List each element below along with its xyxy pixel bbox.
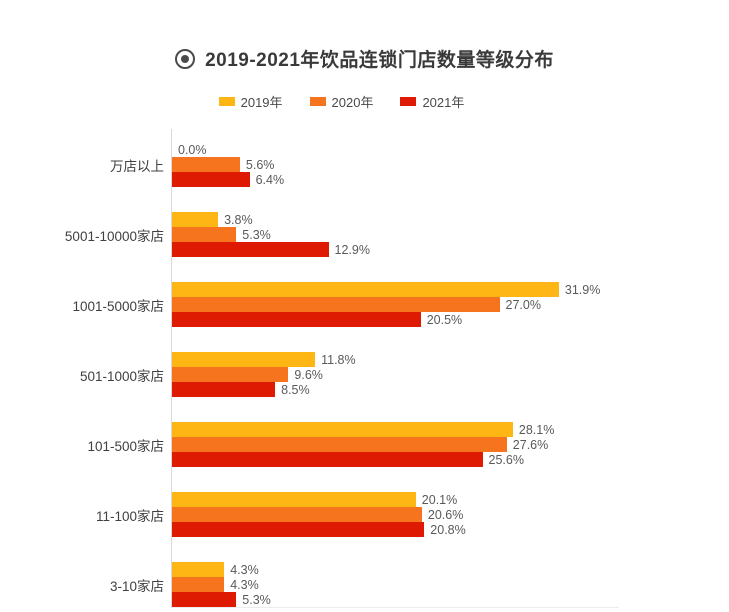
bar-2021年 bbox=[172, 312, 421, 327]
value-label: 5.6% bbox=[245, 157, 275, 172]
bar-row: 27.0% bbox=[172, 297, 619, 312]
legend-item-2019年[interactable]: 2019年 bbox=[218, 92, 283, 111]
bar-2020年 bbox=[172, 437, 507, 452]
plot-area: 0.0% 5.6% 6.4% 3.8% 5.3% 12.9% 31.9% 27.0% 20.5%… bbox=[171, 129, 619, 608]
bar-2021年 bbox=[172, 172, 250, 187]
bar-2019年 bbox=[172, 352, 316, 367]
bar-row: 9.6% bbox=[172, 367, 619, 382]
legend-swatch-icon bbox=[400, 97, 417, 106]
bar-group: 20.1% 20.6% 20.8% bbox=[172, 492, 619, 537]
bar-row: 20.1% bbox=[172, 492, 619, 507]
category-label: 3-10家店 bbox=[109, 578, 164, 594]
bar-group: 4.3% 4.3% 5.3% bbox=[172, 562, 619, 607]
value-label: 28.1% bbox=[518, 422, 555, 437]
bar-group: 3.8% 5.3% 12.9% bbox=[172, 212, 619, 257]
bar-row: 3.8% bbox=[172, 212, 619, 227]
bar-row: 20.8% bbox=[172, 522, 619, 537]
value-label: 20.1% bbox=[421, 492, 458, 507]
bar-row: 25.6% bbox=[172, 452, 619, 467]
legend-label: 2021年 bbox=[422, 95, 465, 110]
chart-title: 2019-2021年饮品连锁门店数量等级分布 bbox=[205, 50, 554, 71]
bar-row: 11.8% bbox=[172, 352, 619, 367]
category-axis: 万店以上 5001-10000家店 1001-5000家店 501-1000家店 101… bbox=[8, 129, 171, 608]
legend-label: 2020年 bbox=[331, 95, 374, 110]
chart-legend: 2019年 2020年 2021年 bbox=[0, 92, 706, 111]
bar-2021年 bbox=[172, 452, 483, 467]
bar-row: 27.6% bbox=[172, 437, 619, 452]
bar-row: 4.3% bbox=[172, 562, 619, 577]
bar-row: 5.6% bbox=[172, 157, 619, 172]
bar-2019年 bbox=[172, 212, 219, 227]
bar-2021年 bbox=[172, 242, 329, 257]
value-label: 8.5% bbox=[281, 382, 310, 397]
bar-row: 0.0% bbox=[172, 142, 619, 157]
category-label: 101-500家店 bbox=[87, 438, 164, 454]
category-label: 501-1000家店 bbox=[79, 368, 164, 384]
legend-label: 2019年 bbox=[240, 95, 283, 110]
value-label: 20.5% bbox=[426, 312, 463, 327]
category-label: 5001-10000家店 bbox=[64, 228, 164, 244]
category-label: 1001-5000家店 bbox=[72, 298, 164, 314]
bar-2020年 bbox=[172, 507, 422, 522]
value-label: 27.6% bbox=[512, 437, 549, 452]
bar-chart: 万店以上 5001-10000家店 1001-5000家店 501-1000家店 101… bbox=[8, 129, 729, 608]
bar-2020年 bbox=[172, 577, 225, 592]
bar-row: 12.9% bbox=[172, 242, 619, 257]
value-label: 3.8% bbox=[224, 212, 253, 227]
category-label: 万店以上 bbox=[110, 158, 164, 174]
legend-item-2021年[interactable]: 2021年 bbox=[400, 92, 464, 111]
target-icon bbox=[175, 48, 196, 69]
bar-group: 11.8% 9.6% 8.5% bbox=[172, 352, 619, 397]
value-label: 0.0% bbox=[178, 142, 207, 157]
bar-2020年 bbox=[172, 297, 500, 312]
value-label: 20.6% bbox=[427, 507, 464, 522]
value-label: 5.3% bbox=[242, 227, 271, 242]
legend-swatch-icon bbox=[309, 97, 326, 106]
value-label: 4.3% bbox=[230, 562, 259, 577]
bar-2021年 bbox=[172, 592, 237, 607]
chart-header: 2019-2021年饮品连锁门店数量等级分布 bbox=[0, 0, 729, 72]
bar-2020年 bbox=[172, 367, 289, 382]
bar-2020年 bbox=[172, 157, 240, 172]
category-label: 11-100家店 bbox=[95, 508, 164, 524]
value-label: 5.3% bbox=[242, 592, 271, 607]
value-label: 12.9% bbox=[334, 242, 370, 257]
bar-2019年 bbox=[172, 422, 513, 437]
bar-2019年 bbox=[172, 282, 559, 297]
bar-group: 0.0% 5.6% 6.4% bbox=[172, 142, 619, 187]
bar-2019年 bbox=[172, 492, 416, 507]
value-label: 9.6% bbox=[294, 367, 323, 382]
legend-item-2020年[interactable]: 2020年 bbox=[309, 92, 374, 111]
bar-row: 6.4% bbox=[172, 172, 619, 187]
bar-row: 31.9% bbox=[172, 282, 619, 297]
value-label: 27.0% bbox=[505, 297, 541, 312]
bar-row: 5.3% bbox=[172, 227, 619, 242]
legend-swatch-icon bbox=[218, 97, 235, 106]
bar-row: 5.3% bbox=[172, 592, 619, 607]
value-label: 20.8% bbox=[430, 522, 466, 537]
bar-2019年 bbox=[172, 562, 225, 577]
value-label: 11.8% bbox=[321, 352, 356, 367]
bar-group: 28.1% 27.6% 25.6% bbox=[172, 422, 619, 467]
value-label: 6.4% bbox=[255, 172, 285, 187]
value-label: 25.6% bbox=[488, 452, 524, 467]
bar-2021年 bbox=[172, 382, 276, 397]
bar-row: 4.3% bbox=[172, 577, 619, 592]
bar-group: 31.9% 27.0% 20.5% bbox=[172, 282, 619, 327]
bar-row: 20.6% bbox=[172, 507, 619, 522]
target-icon-dot bbox=[181, 54, 190, 63]
value-label: 31.9% bbox=[564, 282, 601, 297]
value-label: 4.3% bbox=[230, 577, 259, 592]
bar-row: 8.5% bbox=[172, 382, 619, 397]
bar-row: 28.1% bbox=[172, 422, 619, 437]
bar-2021年 bbox=[172, 522, 425, 537]
bar-row: 20.5% bbox=[172, 312, 619, 327]
bar-2020年 bbox=[172, 227, 237, 242]
